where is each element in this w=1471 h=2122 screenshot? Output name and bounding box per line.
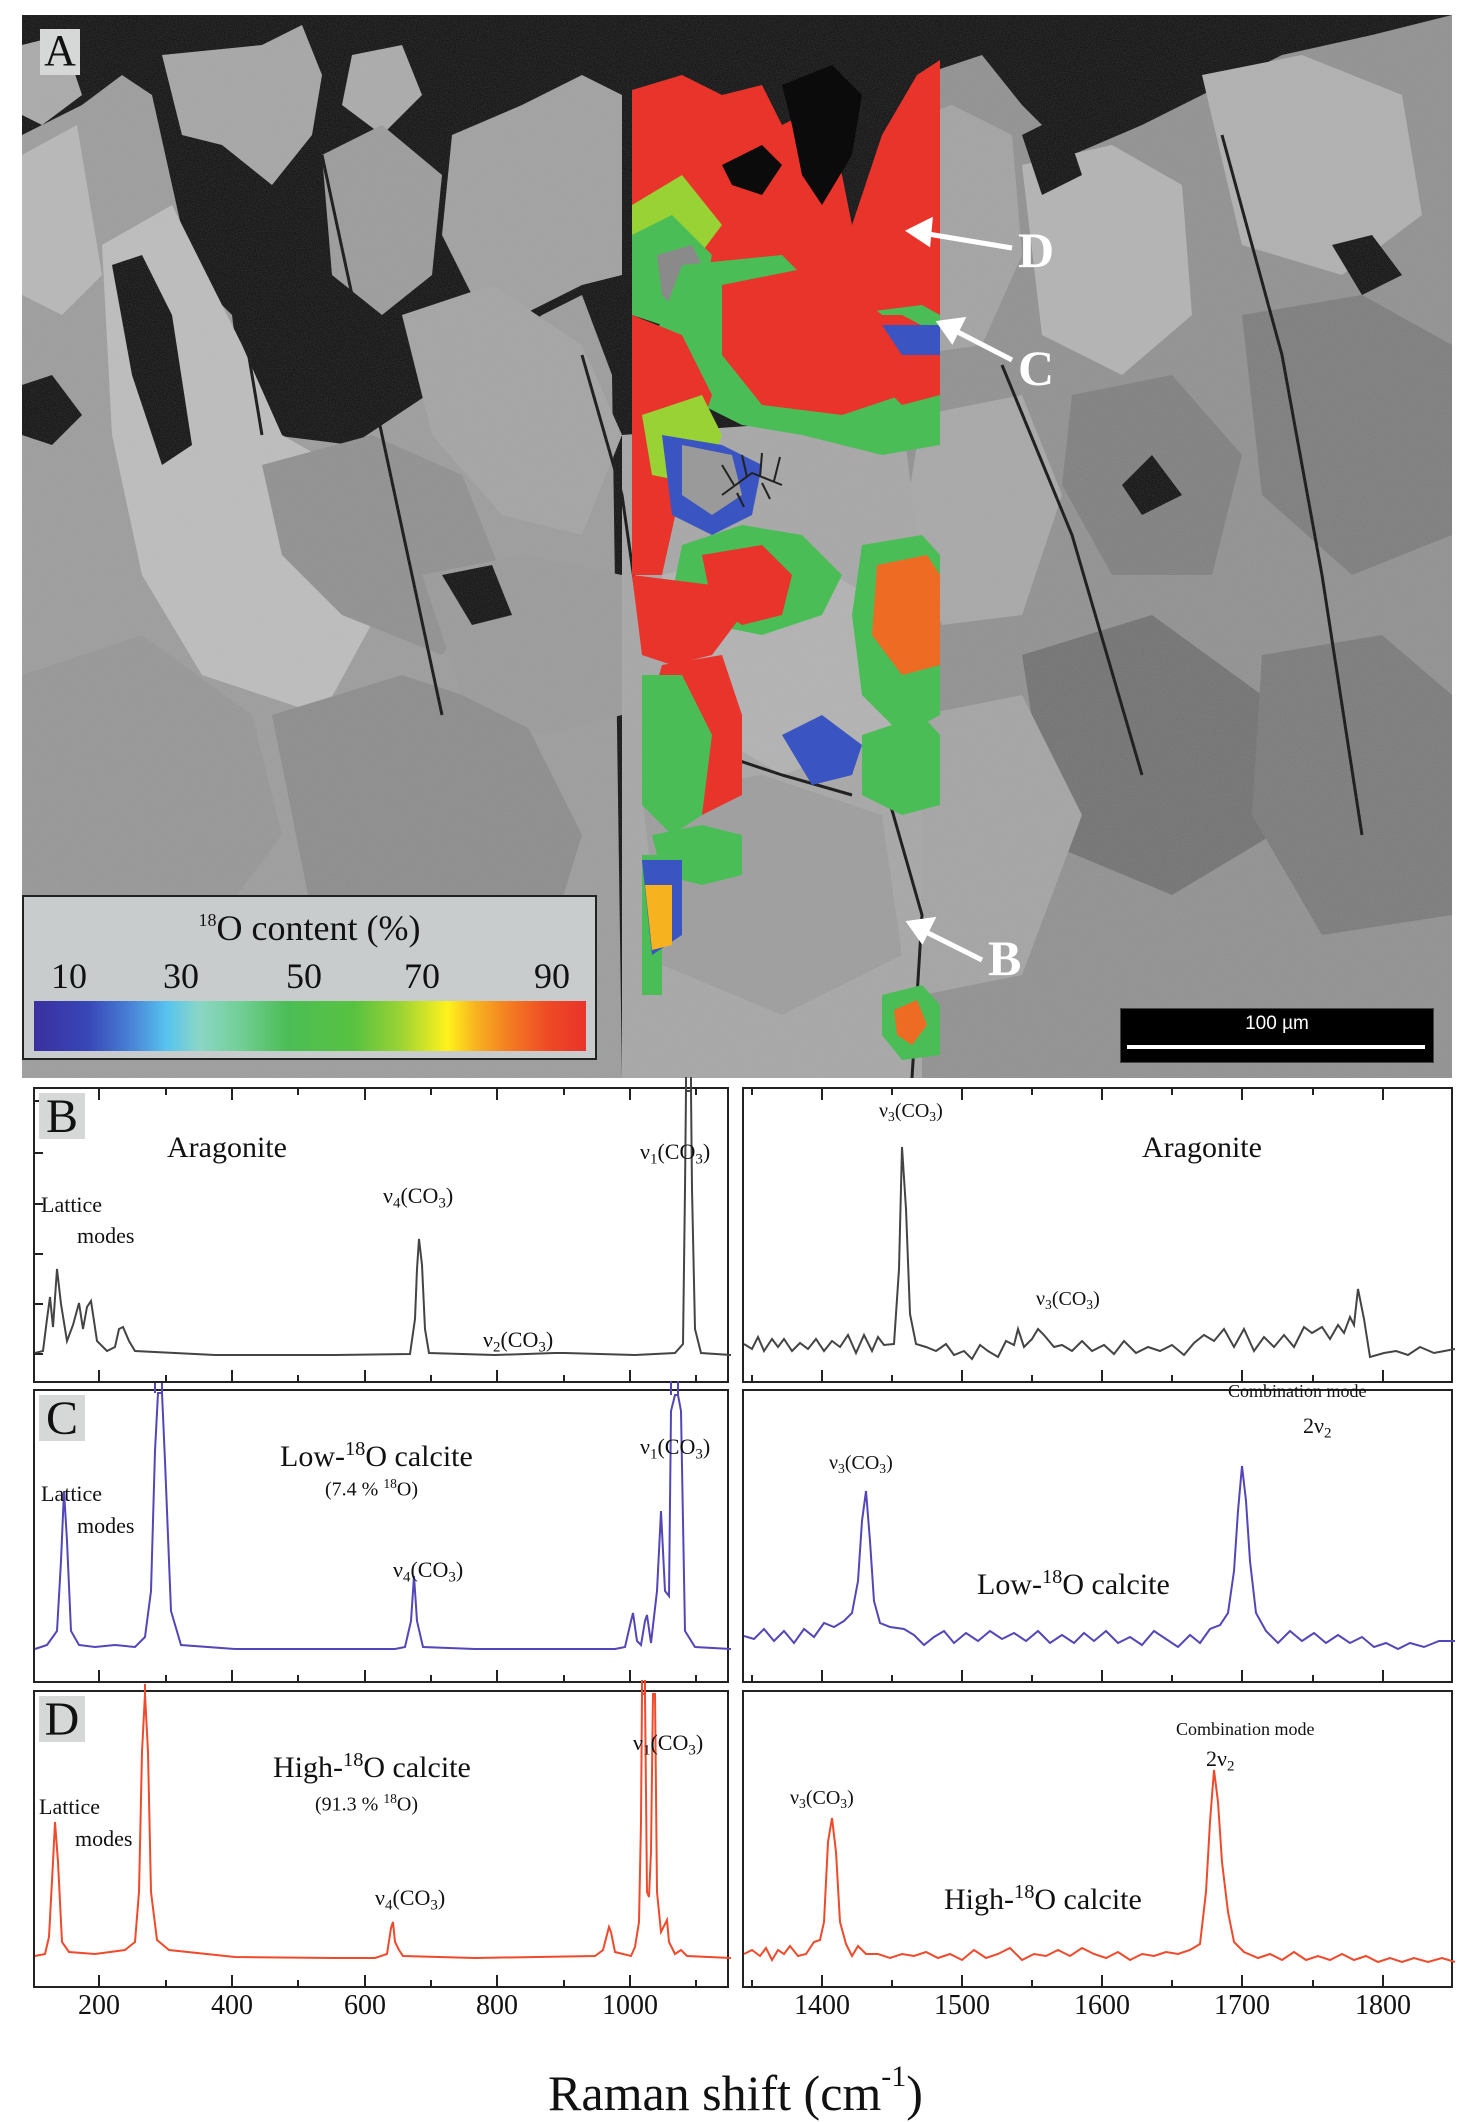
spectrum-d-high: ν3(CO3) High-18O calcite Combination mod…	[742, 1690, 1456, 1988]
peak-label-nu1: ν1(CO3)	[640, 1139, 711, 1168]
peak-label-nu4: ν4(CO3)	[375, 1885, 446, 1914]
x-tick-label: 1600	[1074, 1990, 1130, 2021]
panel-letter-d: D	[39, 1696, 85, 1744]
x-tick-label: 600	[344, 1990, 386, 2021]
spectrum-c-high: ν3(CO3) Low-18O calcite	[742, 1389, 1455, 1683]
micrograph-panel: A D C B	[22, 15, 1452, 1078]
legend-tick: 50	[286, 956, 322, 996]
arrow-label-d: D	[1018, 222, 1055, 278]
peak-label-modes: modes	[77, 1223, 135, 1248]
combination-mode-label: Combination mode	[1228, 1381, 1367, 1401]
spectrum-title: Aragonite	[167, 1131, 287, 1164]
scale-bar-line	[1127, 1045, 1425, 1049]
legend-tick: 70	[404, 956, 440, 996]
peak-label-nu2: ν2(CO3)	[483, 1327, 554, 1356]
combination-mode-label: Combination mode	[1176, 1719, 1315, 1739]
spectrum-title: Low-18O calcite	[977, 1566, 1170, 1602]
spectrum-subtitle: (91.3 % 18O)	[315, 1791, 419, 1816]
x-tick-label: 800	[476, 1990, 518, 2021]
spectrum-c-low: C Low-18O calcite (7.4 % 18O) Lattice mo…	[33, 1381, 732, 1683]
spectrum-d-high-plot	[743, 1769, 1456, 1964]
spectrum-title: Aragonite	[1142, 1131, 1262, 1164]
spectrum-b-low: B Aragonite Lattice modes ν4(CO3) ν2(CO3…	[33, 1077, 732, 1383]
x-tick-label: 1500	[934, 1990, 990, 2021]
peak-label-lattice: Lattice	[41, 1481, 103, 1506]
peak-label-nu1: ν1(CO3)	[633, 1730, 704, 1759]
peak-label-lattice: Lattice	[39, 1794, 101, 1819]
scale-bar: 100 µm	[1120, 1008, 1434, 1063]
spectrum-title: High-18O calcite	[944, 1881, 1142, 1917]
x-tick-label: 1800	[1355, 1990, 1411, 2021]
peak-label-2nu2: 2ν2	[1303, 1413, 1332, 1442]
peak-label-lattice: Lattice	[41, 1192, 103, 1217]
x-tick-label: 1400	[794, 1990, 850, 2021]
isotope-colorbar-legend: 18O content (%) 10 30 50 70 90	[22, 895, 597, 1060]
peak-label-nu3-weak: ν3(CO3)	[1036, 1288, 1100, 1313]
legend-tick: 10	[51, 956, 87, 996]
colorbar-gradient	[34, 1001, 586, 1051]
scale-bar-label: 100 µm	[1245, 1013, 1309, 1034]
legend-tick: 90	[534, 956, 570, 996]
legend-tick: 30	[163, 956, 199, 996]
spectrum-d-low: D High-18O calcite (91.3 % 18O) Lattice …	[33, 1680, 732, 1988]
legend-title: 18O content (%)	[198, 908, 421, 948]
spectrum-title: High-18O calcite	[273, 1749, 471, 1785]
peak-label-nu4: ν4(CO3)	[383, 1183, 454, 1212]
sem-image	[22, 15, 1452, 1078]
spectrum-d-low-plot	[34, 1680, 732, 1960]
peak-label-nu1: ν1(CO3)	[640, 1434, 711, 1463]
peak-label-nu3: ν3(CO3)	[879, 1100, 943, 1125]
arrow-label-b: B	[988, 930, 1022, 986]
spectrum-b-low-plot	[34, 1077, 732, 1357]
panel-letter-b: B	[39, 1093, 85, 1141]
x-tick-label: 200	[78, 1990, 120, 2021]
spectrum-subtitle: (7.4 % 18O)	[325, 1476, 419, 1501]
x-tick-label: 400	[211, 1990, 253, 2021]
spectrum-c-low-plot	[34, 1381, 732, 1650]
spectrum-b-high: ν3(CO3) Aragonite ν3(CO3)	[742, 1087, 1456, 1383]
spectrum-title: Low-18O calcite	[280, 1438, 473, 1474]
spectrum-b-high-plot	[743, 1146, 1456, 1361]
x-tick-label: 1000	[602, 1990, 658, 2021]
arrow-label-c: C	[1018, 340, 1055, 396]
peak-label-nu3: ν3(CO3)	[829, 1452, 893, 1477]
peak-label-2nu2: 2ν2	[1206, 1746, 1235, 1775]
peak-label-modes: modes	[77, 1513, 135, 1538]
peak-label-nu4: ν4(CO3)	[393, 1557, 464, 1586]
x-axis-title: Raman shift (cm-1)	[548, 2060, 923, 2121]
isotope-map	[632, 60, 940, 1060]
peak-label-modes: modes	[75, 1826, 133, 1851]
x-tick-label: 1700	[1214, 1990, 1270, 2021]
panel-letter-a: A	[40, 29, 80, 75]
peak-label-nu3: ν3(CO3)	[790, 1787, 854, 1812]
spectrum-c-high-plot	[743, 1465, 1455, 1651]
panel-letter-c: C	[39, 1395, 85, 1443]
annotation-arrows	[905, 216, 1014, 963]
